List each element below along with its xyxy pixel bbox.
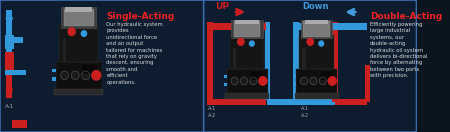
- Bar: [335, 99, 368, 105]
- Circle shape: [319, 41, 324, 46]
- Circle shape: [249, 41, 254, 46]
- Bar: [59, 24, 98, 62]
- Circle shape: [238, 38, 244, 45]
- Bar: [293, 75, 296, 78]
- Bar: [210, 23, 266, 30]
- Bar: [12, 120, 27, 128]
- Bar: [235, 20, 259, 24]
- Circle shape: [92, 71, 101, 80]
- Circle shape: [61, 71, 68, 80]
- Bar: [82, 64, 98, 74]
- Bar: [64, 9, 94, 26]
- Bar: [210, 99, 266, 105]
- FancyBboxPatch shape: [203, 0, 417, 132]
- Circle shape: [259, 77, 267, 85]
- Bar: [295, 70, 301, 102]
- Bar: [301, 20, 332, 38]
- Text: A-1: A-1: [4, 104, 14, 109]
- Text: Efficiently powering
large industrial
systems, our
double-acting
hydraulic oil s: Efficiently powering large industrial sy…: [370, 22, 427, 78]
- Bar: [309, 20, 322, 32]
- Bar: [293, 22, 299, 102]
- Circle shape: [71, 71, 79, 80]
- Circle shape: [92, 71, 100, 80]
- Circle shape: [328, 77, 336, 85]
- Text: A-1: A-1: [208, 106, 216, 111]
- Circle shape: [310, 77, 317, 85]
- Circle shape: [231, 77, 238, 85]
- Bar: [6, 10, 12, 15]
- Bar: [224, 75, 227, 78]
- Bar: [234, 22, 261, 37]
- Bar: [230, 35, 265, 69]
- Circle shape: [82, 71, 90, 80]
- Circle shape: [68, 28, 75, 36]
- Bar: [294, 93, 338, 99]
- Bar: [265, 22, 270, 100]
- Circle shape: [307, 38, 313, 45]
- Circle shape: [240, 77, 248, 85]
- Bar: [320, 71, 334, 80]
- Bar: [250, 71, 265, 80]
- Bar: [56, 62, 102, 89]
- Bar: [66, 7, 92, 12]
- Text: Double-Acting: Double-Acting: [370, 12, 442, 21]
- Bar: [305, 20, 328, 24]
- Text: A-1: A-1: [301, 106, 309, 111]
- Bar: [224, 83, 227, 86]
- Bar: [303, 22, 330, 37]
- Bar: [4, 70, 26, 75]
- Bar: [296, 69, 337, 93]
- Text: Single-Acting: Single-Acting: [107, 12, 175, 21]
- Bar: [4, 35, 14, 49]
- Circle shape: [301, 77, 307, 85]
- Circle shape: [259, 77, 266, 85]
- Bar: [225, 93, 269, 99]
- Bar: [6, 10, 12, 95]
- FancyBboxPatch shape: [0, 0, 206, 132]
- Circle shape: [81, 31, 86, 36]
- Bar: [4, 52, 14, 70]
- Bar: [227, 69, 268, 93]
- Circle shape: [320, 77, 326, 85]
- Bar: [231, 20, 263, 38]
- Circle shape: [329, 77, 336, 85]
- Circle shape: [250, 77, 257, 85]
- Bar: [52, 77, 56, 81]
- Bar: [61, 7, 96, 28]
- Bar: [4, 37, 23, 43]
- Bar: [293, 83, 296, 86]
- Text: A-2: A-2: [301, 113, 309, 118]
- Bar: [364, 65, 370, 102]
- Bar: [302, 48, 306, 69]
- Bar: [207, 22, 213, 105]
- Bar: [267, 99, 298, 105]
- Bar: [233, 48, 236, 69]
- Text: Our hydraulic system
provides
unidirectional force
and an output
tailored for ma: Our hydraulic system provides unidirecti…: [107, 22, 163, 85]
- Bar: [54, 89, 104, 95]
- Bar: [332, 22, 338, 102]
- Bar: [299, 35, 334, 69]
- Bar: [296, 99, 335, 105]
- Text: A-2: A-2: [208, 113, 216, 118]
- Bar: [6, 70, 12, 98]
- Bar: [52, 69, 56, 72]
- Text: Down: Down: [303, 2, 329, 11]
- Bar: [63, 38, 66, 62]
- Text: UP: UP: [215, 2, 229, 11]
- Bar: [296, 23, 368, 30]
